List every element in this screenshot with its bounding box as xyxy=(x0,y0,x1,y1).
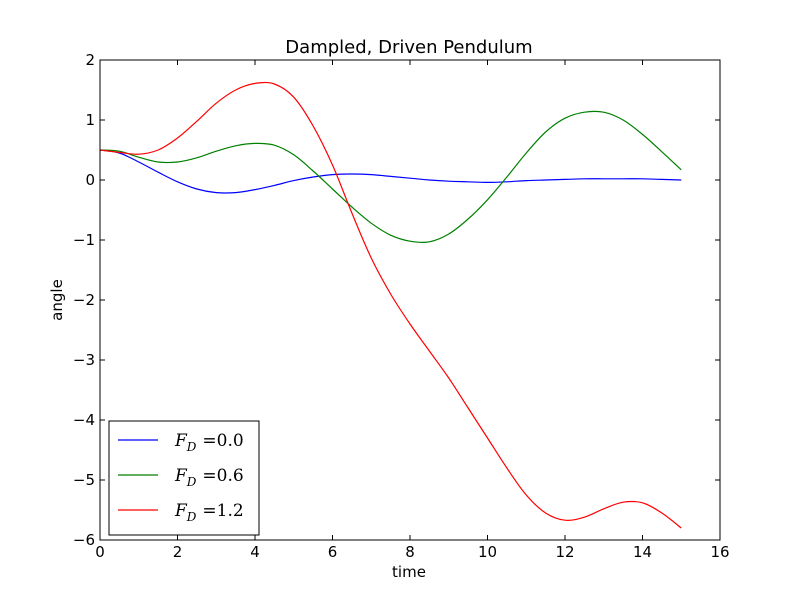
y-tick-label: 2 xyxy=(85,51,95,69)
y-tick-label: −1 xyxy=(73,231,95,249)
series-line-1 xyxy=(99,110,682,244)
legend-label-0: FD =0.0 xyxy=(174,431,244,454)
x-tick-label: 10 xyxy=(478,543,497,561)
x-tick-label: 6 xyxy=(328,543,338,561)
x-tick-label: 12 xyxy=(555,543,574,561)
legend-label-1: FD =0.6 xyxy=(174,466,244,489)
y-tick-label: 0 xyxy=(85,171,95,189)
x-tick-label: 4 xyxy=(250,543,260,561)
y-tick-label: 1 xyxy=(85,111,95,129)
x-tick-label: 14 xyxy=(633,543,652,561)
series-line-0 xyxy=(99,149,682,194)
series-group xyxy=(99,81,682,529)
chart-title: Dampled, Driven Pendulum xyxy=(285,37,532,58)
y-tick-label: −5 xyxy=(73,471,95,489)
y-axis-label: angle xyxy=(48,279,66,321)
x-tick-label: 16 xyxy=(710,543,729,561)
x-tick-label: 2 xyxy=(173,543,183,561)
legend: FD =0.0 FD =0.6 FD =1.2 xyxy=(108,420,260,536)
series-line-2 xyxy=(99,81,682,529)
y-tick-label: −3 xyxy=(73,351,95,369)
y-tick-label: −6 xyxy=(73,531,95,549)
y-tick-label: −4 xyxy=(73,411,95,429)
plot-frame xyxy=(99,59,721,541)
y-tick-label: −2 xyxy=(73,291,95,309)
legend-label-2: FD =1.2 xyxy=(174,501,244,524)
x-axis-label: time xyxy=(392,563,426,581)
x-tick-label: 0 xyxy=(95,543,105,561)
x-tick-label: 8 xyxy=(405,543,415,561)
